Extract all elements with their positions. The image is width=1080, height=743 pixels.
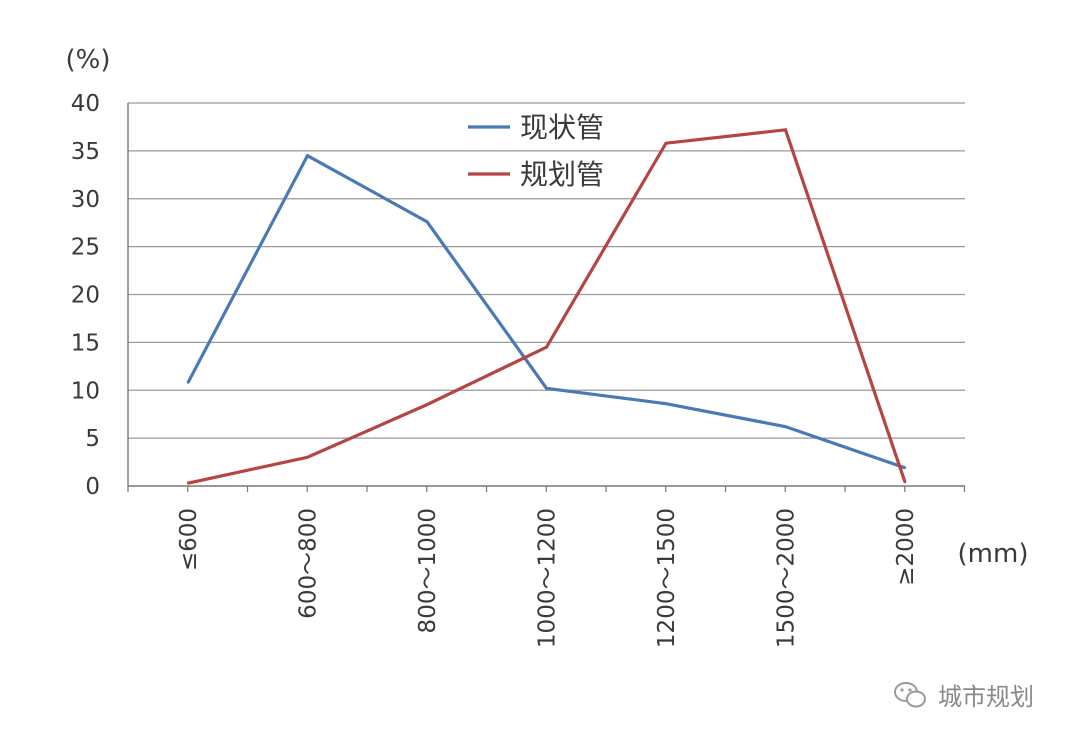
- data-point: [545, 387, 548, 390]
- data-point: [903, 466, 907, 470]
- data-point: [186, 381, 190, 384]
- y-tick-label: 35: [71, 139, 100, 165]
- y-tick-label: 0: [85, 474, 100, 500]
- data-point: [186, 481, 190, 485]
- watermark: 城市规划: [894, 682, 1034, 711]
- y-axis-unit: (%): [66, 45, 111, 75]
- x-tick-label: ≤600: [176, 508, 202, 571]
- x-tick-label: 1200～1500: [654, 508, 680, 648]
- gridlines: [127, 102, 965, 487]
- y-tick-label: 40: [71, 91, 100, 117]
- data-point: [784, 128, 787, 132]
- series-line-0: [186, 153, 906, 470]
- legend-label: 规划管: [520, 158, 604, 191]
- x-axis-unit: (mm): [958, 539, 1029, 569]
- x-tick-label: 1500～2000: [774, 508, 800, 648]
- y-axis-ticks: 0 5 10 15 20 25 30 35 40: [71, 91, 100, 500]
- legend-label: 现状管: [520, 111, 604, 144]
- data-point: [545, 345, 548, 349]
- y-tick-label: 10: [71, 378, 100, 404]
- y-tick-label: 30: [71, 187, 100, 213]
- data-point: [903, 480, 907, 484]
- x-tick-label: 1000～1200: [535, 508, 561, 648]
- data-point: [664, 402, 668, 405]
- y-tick-label: 15: [71, 330, 100, 356]
- series-lines: [186, 128, 907, 485]
- x-axis: ≤600 600～800 800～1000 1000～1200 1200～1500 150…: [127, 486, 966, 648]
- y-tick-label: 20: [71, 283, 100, 309]
- x-tick-label: 600～800: [296, 508, 322, 619]
- y-tick-label: 25: [71, 235, 100, 261]
- x-tick-label: 800～1000: [415, 508, 441, 633]
- data-point: [306, 154, 309, 157]
- y-tick-label: 5: [85, 426, 100, 452]
- x-tick-label: ≥2000: [893, 508, 919, 586]
- wechat-icon: [894, 682, 926, 708]
- watermark-text: 城市规划: [938, 683, 1034, 711]
- data-point: [425, 220, 429, 223]
- data-point: [664, 142, 668, 145]
- data-point: [425, 403, 429, 406]
- data-point: [784, 425, 787, 428]
- data-point: [306, 456, 309, 459]
